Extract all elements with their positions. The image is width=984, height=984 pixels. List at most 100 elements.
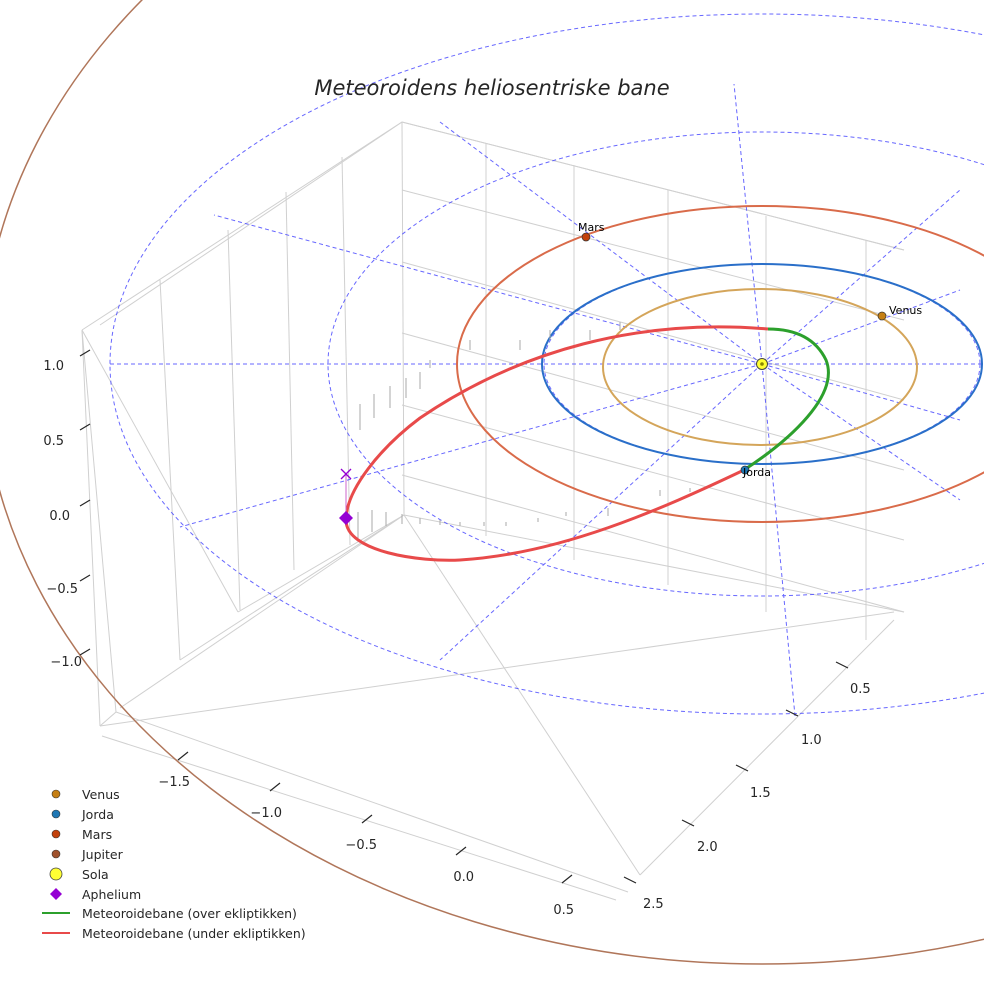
planet-label-mars: Mars: [578, 221, 605, 234]
y-tick-line: [735, 764, 749, 772]
grid-line: [285, 191, 295, 571]
y-tick-label: 1.0: [801, 733, 822, 748]
z-tick-label: −0.5: [46, 582, 78, 597]
legend-marker-mars: [51, 829, 61, 839]
y-tick-line: [623, 876, 637, 884]
orbit-venus: [602, 288, 918, 446]
legend-marker-aphelium: [50, 888, 62, 900]
grid-line: [99, 611, 895, 727]
x-tick-label: 0.5: [553, 903, 574, 918]
ref-radial: [761, 289, 961, 365]
x-tick-label: −1.0: [250, 806, 282, 821]
grid-line: [237, 514, 405, 613]
axes-grid: [81, 121, 905, 901]
x-tick-label: −0.5: [345, 838, 377, 853]
aphelion-projection: [340, 468, 352, 480]
y-tick-label: 2.0: [697, 840, 718, 855]
legend-label-mars: Mars: [82, 827, 112, 842]
grid-line: [99, 121, 403, 326]
bodies: Mars Venus Jorda: [578, 221, 922, 479]
ref-radial: [179, 363, 763, 528]
grid-line: [81, 329, 101, 727]
ref-radial: [761, 363, 961, 421]
grid-line: [401, 404, 905, 541]
grid-line: [401, 121, 905, 251]
legend-label-aphelium: Aphelium: [82, 887, 141, 902]
x-tick-line: [361, 814, 373, 824]
y-tick-line: [785, 709, 799, 717]
meteoroid-track: [339, 322, 830, 562]
y-tick-label: 1.5: [750, 786, 771, 801]
grid-line: [179, 514, 405, 661]
legend-marker-venus: [51, 789, 61, 799]
ref-radial: [761, 363, 796, 717]
x-tick-line: [269, 782, 281, 792]
ref-radial: [761, 363, 961, 501]
y-tick-label: 2.5: [643, 897, 664, 912]
axis-ticks: [79, 349, 849, 884]
legend-label-jupiter: Jupiter: [81, 847, 124, 862]
planet-label-jorda: Jorda: [742, 466, 771, 479]
ref-radial: [213, 214, 763, 365]
x-tick-line: [177, 751, 189, 761]
z-tick-label: 1.0: [43, 359, 64, 374]
pane-left-grid: [81, 121, 905, 331]
planet-label-venus: Venus: [889, 304, 922, 317]
grid-line: [401, 332, 905, 471]
pane-left-edge: [81, 329, 629, 893]
legend-label-sola: Sola: [82, 867, 109, 882]
z-tick-label: 0.5: [43, 434, 64, 449]
legend-label-venus: Venus: [82, 787, 120, 802]
grid-line: [227, 229, 241, 611]
y-tick-label: 0.5: [850, 682, 871, 697]
x-tick-line: [561, 874, 573, 884]
aphelion-marker: [339, 511, 353, 525]
legend-label-jorda: Jorda: [81, 807, 114, 822]
grid-line: [81, 329, 239, 613]
z-tick-label: 0.0: [49, 509, 70, 524]
grid-line: [403, 514, 905, 613]
planet-marker-venus: [877, 311, 887, 321]
grid-line: [403, 514, 641, 876]
z-tick-line: [79, 423, 91, 431]
legend: Venus Jorda Mars Jupiter Sola Aphelium M…: [42, 787, 306, 941]
ecliptic-reference-grid: [109, 13, 984, 717]
z-tick-line: [79, 349, 91, 357]
ref-radial: [761, 189, 961, 365]
z-tick-label: −1.0: [50, 655, 82, 670]
planet-marker-mars: [581, 232, 591, 242]
legend-marker-jupiter: [51, 849, 61, 859]
ref-circle-mid: [327, 131, 984, 597]
grid-line: [401, 474, 905, 613]
z-tick-line: [79, 648, 91, 656]
legend-marker-jorda: [51, 809, 61, 819]
grid-line: [101, 735, 617, 901]
legend-marker-sola: [49, 867, 63, 881]
grid-line: [159, 279, 181, 661]
grid-line: [401, 121, 405, 516]
orbit-jorda: [541, 263, 983, 465]
z-tick-line: [79, 574, 91, 582]
grid-line: [99, 711, 117, 727]
grid-line: [119, 514, 405, 709]
chart-title: Meteoroidens heliosentriske bane: [314, 76, 669, 100]
legend-label-over: Meteoroidebane (over ekliptikken): [82, 906, 297, 921]
y-tick-line: [835, 661, 849, 669]
y-tick-line: [681, 819, 695, 827]
planet-marker-jorda: [740, 465, 750, 475]
ref-radial: [439, 363, 763, 661]
axis-tick-labels: 1.0 0.5 0.0 −0.5 −1.0 −1.5 −1.0 −0.5 0.0…: [43, 359, 870, 918]
grid-line: [341, 156, 351, 546]
x-tick-line: [455, 846, 467, 856]
drop-lines: [357, 322, 691, 538]
meteoroid-orbit-over: [743, 327, 830, 472]
x-tick-label: −1.5: [158, 775, 190, 790]
z-tick-line: [79, 499, 91, 507]
legend-label-under: Meteoroidebane (under ekliptikken): [82, 926, 306, 941]
grid-line: [639, 619, 895, 876]
orbit-mars: [456, 205, 984, 523]
meteoroid-orbit-under: [344, 325, 769, 562]
